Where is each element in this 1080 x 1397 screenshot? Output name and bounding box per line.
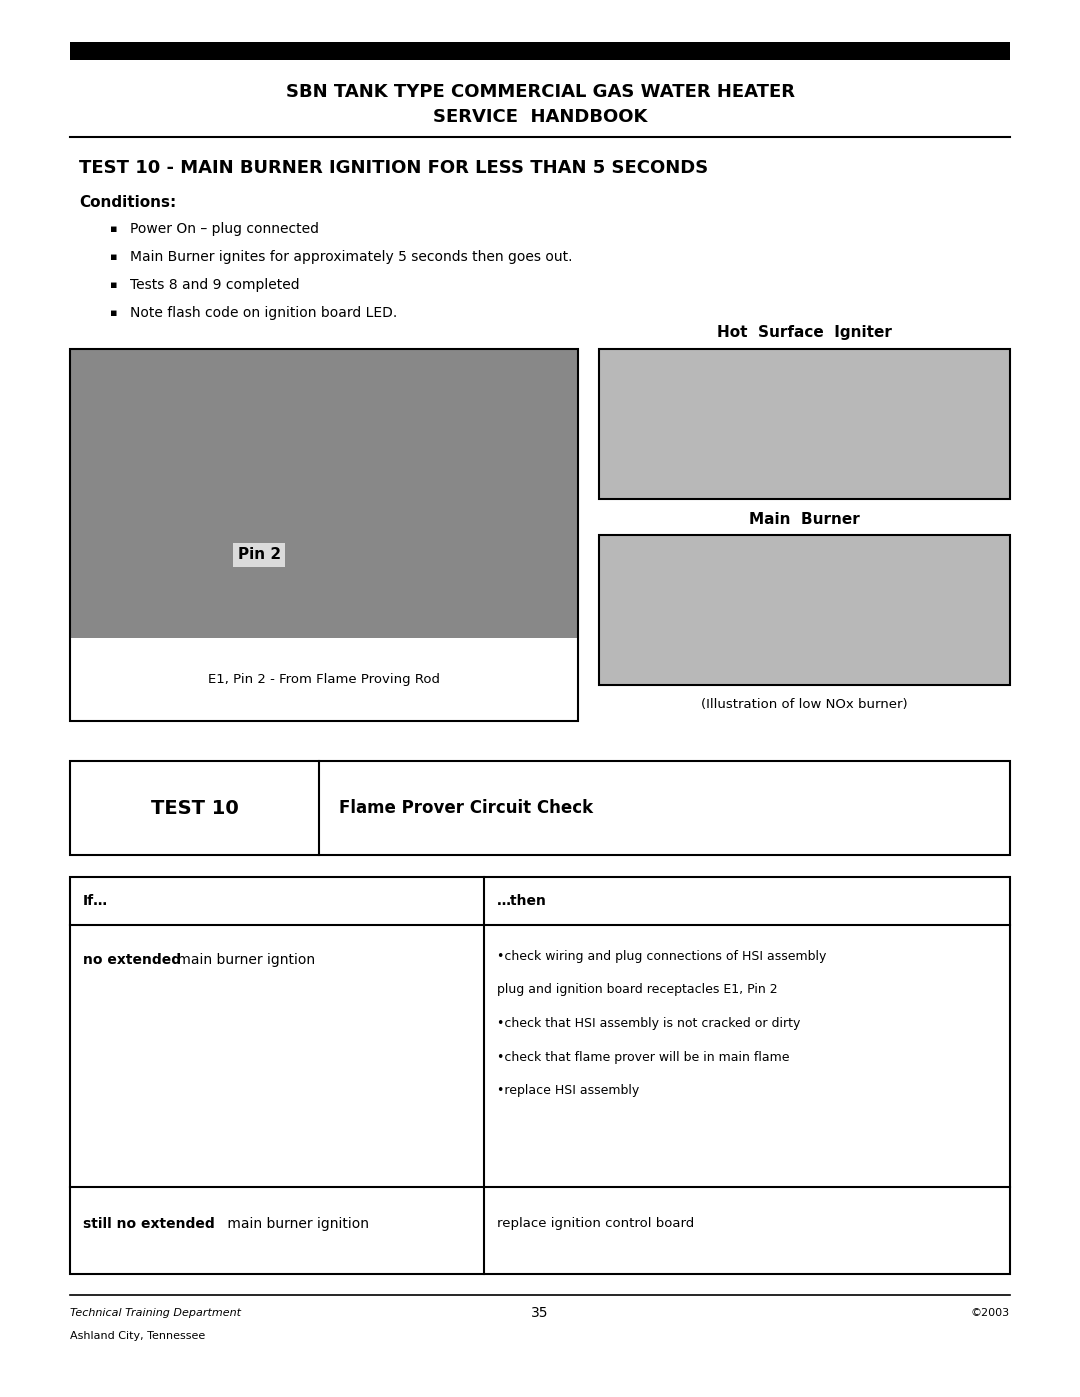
Bar [70,638,578,721]
Text: ▪: ▪ [110,251,117,263]
Text: Ashland City, Tennessee: Ashland City, Tennessee [70,1330,205,1341]
Text: Tests 8 and 9 completed: Tests 8 and 9 completed [130,278,299,292]
Text: ©2003: ©2003 [971,1308,1010,1319]
Text: ▪: ▪ [110,307,117,319]
Text: Hot  Surface  Igniter: Hot Surface Igniter [717,326,892,339]
Text: ▪: ▪ [110,279,117,291]
Text: main burner igntion: main burner igntion [174,953,315,967]
Text: 35: 35 [531,1306,549,1320]
Text: no extended: no extended [83,953,181,967]
Bar [599,349,1010,499]
Text: Main  Burner: Main Burner [750,513,860,527]
Text: Main Burner ignites for approximately 5 seconds then goes out.: Main Burner ignites for approximately 5 … [130,250,572,264]
Bar [599,535,1010,685]
Text: If…: If… [83,894,108,908]
Text: Technical Training Department: Technical Training Department [70,1308,241,1319]
Text: •check wiring and plug connections of HSI assembly: •check wiring and plug connections of HS… [497,950,826,963]
Text: E1, Pin 2 - From Flame Proving Rod: E1, Pin 2 - From Flame Proving Rod [208,673,440,686]
Text: SERVICE  HANDBOOK: SERVICE HANDBOOK [433,109,647,126]
Text: Flame Prover Circuit Check: Flame Prover Circuit Check [339,799,593,817]
Text: Note flash code on ignition board LED.: Note flash code on ignition board LED. [130,306,396,320]
Text: plug and ignition board receptacles E1, Pin 2: plug and ignition board receptacles E1, … [497,983,778,996]
Text: TEST 10: TEST 10 [151,799,239,817]
Text: Power On – plug connected: Power On – plug connected [130,222,319,236]
Text: •check that flame prover will be in main flame: •check that flame prover will be in main… [497,1051,789,1063]
Text: •replace HSI assembly: •replace HSI assembly [497,1084,639,1097]
Bar [70,761,1010,855]
Bar [70,349,578,638]
Bar [70,42,1010,60]
Text: Pin 2: Pin 2 [238,548,281,562]
Text: SBN TANK TYPE COMMERCIAL GAS WATER HEATER: SBN TANK TYPE COMMERCIAL GAS WATER HEATE… [285,84,795,101]
Text: main burner ignition: main burner ignition [222,1217,368,1231]
Text: Conditions:: Conditions: [79,196,176,210]
Text: ▪: ▪ [110,224,117,235]
Text: replace ignition control board: replace ignition control board [497,1217,693,1231]
Bar [70,877,1010,1274]
Text: …then: …then [497,894,546,908]
Text: •check that HSI assembly is not cracked or dirty: •check that HSI assembly is not cracked … [497,1017,800,1030]
Text: (Illustration of low NOx burner): (Illustration of low NOx burner) [701,697,908,711]
Bar [70,349,578,721]
Text: still no extended: still no extended [83,1217,215,1231]
Text: TEST 10 - MAIN BURNER IGNITION FOR LESS THAN 5 SECONDS: TEST 10 - MAIN BURNER IGNITION FOR LESS … [79,159,708,176]
